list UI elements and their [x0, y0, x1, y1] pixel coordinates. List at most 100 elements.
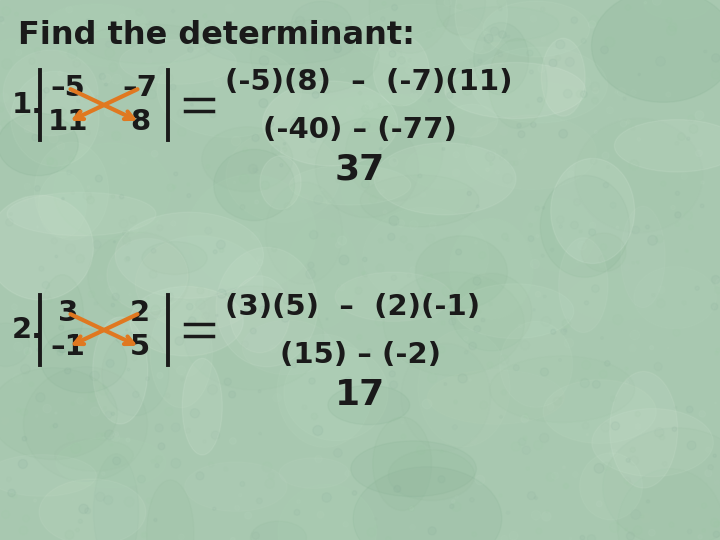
Circle shape: [336, 242, 341, 248]
Circle shape: [689, 225, 693, 229]
Ellipse shape: [226, 130, 340, 222]
Circle shape: [409, 507, 414, 511]
Ellipse shape: [449, 219, 534, 319]
Circle shape: [8, 489, 15, 497]
Circle shape: [104, 407, 107, 409]
Circle shape: [625, 367, 628, 370]
Circle shape: [395, 348, 400, 353]
Circle shape: [251, 328, 256, 334]
Circle shape: [259, 99, 268, 107]
Circle shape: [26, 352, 30, 355]
Circle shape: [242, 309, 246, 314]
Ellipse shape: [592, 409, 714, 477]
Circle shape: [534, 497, 537, 500]
Circle shape: [596, 501, 602, 507]
Circle shape: [261, 181, 269, 190]
Ellipse shape: [202, 127, 293, 192]
Circle shape: [321, 188, 323, 191]
Circle shape: [386, 537, 391, 540]
Circle shape: [625, 381, 629, 384]
Circle shape: [98, 328, 104, 334]
Circle shape: [328, 355, 336, 363]
Text: 2.: 2.: [12, 316, 43, 344]
Ellipse shape: [445, 63, 585, 119]
Circle shape: [626, 458, 630, 462]
Ellipse shape: [38, 172, 86, 238]
Ellipse shape: [42, 275, 84, 352]
Circle shape: [313, 426, 323, 435]
Circle shape: [224, 378, 231, 386]
Circle shape: [282, 147, 287, 152]
Ellipse shape: [93, 317, 148, 424]
Ellipse shape: [351, 441, 477, 497]
Circle shape: [71, 402, 74, 405]
Circle shape: [473, 277, 481, 285]
Circle shape: [474, 241, 477, 244]
Circle shape: [675, 222, 680, 226]
Circle shape: [616, 226, 618, 228]
Circle shape: [489, 302, 492, 306]
Circle shape: [284, 143, 286, 145]
Circle shape: [477, 205, 479, 207]
Ellipse shape: [315, 118, 418, 218]
Circle shape: [259, 56, 269, 65]
Circle shape: [475, 475, 485, 485]
Circle shape: [49, 133, 58, 143]
Ellipse shape: [474, 23, 528, 95]
Circle shape: [630, 447, 635, 453]
Circle shape: [280, 150, 284, 153]
Circle shape: [686, 406, 693, 413]
Circle shape: [362, 122, 370, 129]
Circle shape: [629, 160, 639, 170]
Text: (3)(5)  –  (2)(-1): (3)(5) – (2)(-1): [225, 293, 480, 321]
Circle shape: [464, 336, 468, 341]
Circle shape: [346, 377, 351, 383]
Ellipse shape: [388, 450, 474, 501]
Circle shape: [315, 456, 322, 463]
Text: –5: –5: [50, 74, 86, 102]
Circle shape: [235, 505, 240, 510]
Circle shape: [660, 435, 665, 440]
Circle shape: [352, 491, 357, 495]
Circle shape: [531, 122, 536, 127]
Circle shape: [480, 30, 487, 37]
Circle shape: [450, 504, 454, 509]
Circle shape: [176, 366, 186, 375]
Circle shape: [252, 134, 259, 141]
Circle shape: [537, 97, 542, 102]
Circle shape: [361, 105, 369, 112]
Text: (15) – (-2): (15) – (-2): [279, 341, 441, 369]
Circle shape: [262, 462, 272, 471]
Circle shape: [713, 454, 716, 457]
Circle shape: [365, 101, 373, 109]
Circle shape: [685, 249, 688, 252]
Circle shape: [132, 227, 138, 233]
Circle shape: [96, 175, 102, 182]
Circle shape: [284, 203, 291, 210]
Ellipse shape: [568, 273, 665, 321]
Circle shape: [216, 314, 218, 316]
Circle shape: [594, 463, 604, 473]
Circle shape: [175, 337, 184, 345]
Ellipse shape: [289, 165, 411, 205]
Circle shape: [367, 528, 376, 536]
Ellipse shape: [444, 6, 559, 42]
Circle shape: [451, 500, 455, 503]
Circle shape: [96, 100, 98, 102]
Circle shape: [695, 111, 704, 120]
Circle shape: [535, 292, 541, 297]
Circle shape: [22, 436, 27, 441]
Circle shape: [23, 515, 30, 522]
Circle shape: [217, 240, 225, 249]
Circle shape: [469, 342, 477, 350]
Circle shape: [559, 130, 567, 138]
Circle shape: [526, 467, 529, 470]
Ellipse shape: [490, 356, 635, 422]
Circle shape: [446, 126, 450, 129]
Circle shape: [42, 404, 51, 413]
Circle shape: [87, 186, 90, 188]
Circle shape: [605, 361, 610, 366]
Circle shape: [339, 255, 349, 265]
Circle shape: [394, 485, 400, 492]
Circle shape: [294, 510, 300, 515]
